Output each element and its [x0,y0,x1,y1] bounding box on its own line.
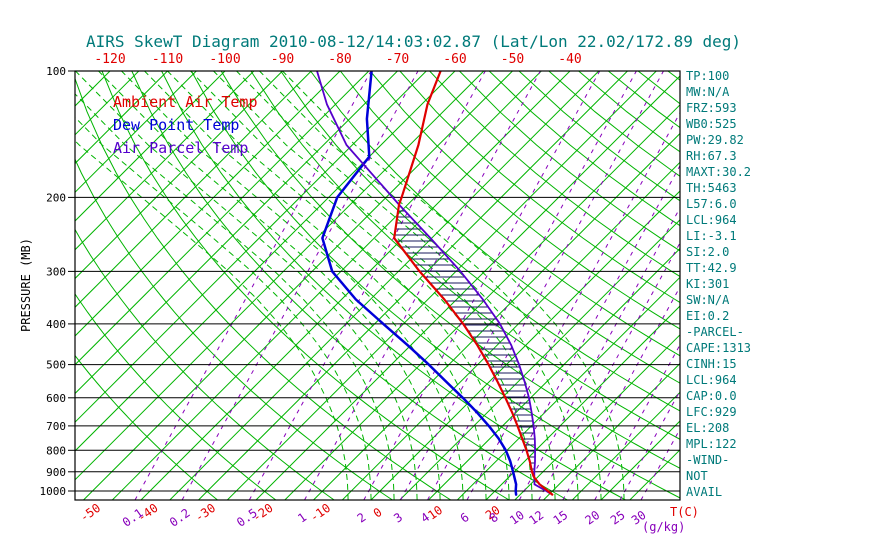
pressure-gridlines [75,71,680,492]
pressure-tick-marks [68,70,75,492]
panel-line: CAPE:1313 [686,341,751,355]
panel-line: EI:0.2 [686,309,729,323]
panel-line: KI:301 [686,277,729,291]
moist-adiabat-grid [75,71,625,500]
cape-hatch [394,210,536,470]
panel-line: SI:2.0 [686,245,729,259]
pressure-tick-label: 700 [46,420,66,433]
legend-item-0: Ambient Air Temp [113,93,258,111]
chart-title: AIRS SkewT Diagram 2010-08-12/14:03:02.8… [86,32,741,51]
panel-line: -WIND- [686,453,729,467]
panel-line: SW:N/A [686,293,730,307]
top-temp-tick-label: -120 [94,52,125,67]
panel-line: MPL:122 [686,437,737,451]
panel-line: LCL:964 [686,213,737,227]
bottom-temp-tick-label: 10 [425,503,445,523]
isotherm-grid [75,71,680,500]
dry-adiabat-grid [75,71,680,500]
legend-item-2: Air Parcel Temp [113,139,248,157]
bottom-temp-tick-label: -50 [77,501,103,525]
mixing-ratio-tick-label: 10 [507,508,527,528]
panel-line: LCL:964 [686,373,737,387]
top-temp-tick-label: -90 [271,52,294,67]
panel-line: TH:5463 [686,181,737,195]
ambient-temp-curve [393,71,554,496]
panel-line: MW:N/A [686,85,730,99]
panel-line: TT:42.9 [686,261,737,275]
panel-line: AVAIL [686,485,722,499]
top-temp-tick-label: -70 [386,52,409,67]
panel-line: CAP:0.0 [686,389,737,403]
panel-line: RH:67.3 [686,149,737,163]
pressure-tick-label: 500 [46,359,66,372]
pressure-tick-label: 400 [46,318,66,331]
mixing-unit-label: (g/kg) [642,520,685,534]
panel-line: LFC:929 [686,405,737,419]
panel-line: LI:-3.1 [686,229,737,243]
pressure-tick-label: 100 [46,65,66,78]
top-temp-tick-label: -100 [209,52,240,67]
bottom-temp-tick-label: -10 [307,501,333,525]
mixing-ratio-tick-label: 6 [458,510,472,526]
bottom-temp-tick-label: 20 [483,503,503,523]
mixing-ratio-tick-label: 30 [629,508,649,528]
panel-line: EL:208 [686,421,729,435]
panel-line: L57:6.0 [686,197,737,211]
plot-area [75,71,680,500]
bottom-temp-tick-label: 0 [371,505,385,521]
panel-line: FRZ:593 [686,101,737,115]
panel-line: WB0:525 [686,117,737,131]
dew-point-curve [321,71,518,496]
panel-line: -PARCEL- [686,325,744,339]
top-temp-tick-label: -50 [501,52,524,67]
pressure-axis-title: PRESSURE (MB) [19,238,33,332]
top-temp-tick-label: -40 [558,52,581,67]
mixing-ratio-tick-label: 20 [582,508,602,528]
pressure-tick-label: 900 [46,466,66,479]
mixing-ratio-tick-label: 25 [608,508,628,528]
panel-line: TP:100 [686,69,729,83]
panel-line: CINH:15 [686,357,737,371]
mixing-ratio-tick-label: 15 [551,508,571,528]
temp-unit-label: T(C) [670,505,699,519]
top-temp-tick-label: -110 [152,52,183,67]
mixing-ratio-tick-label: 12 [526,508,546,528]
pressure-tick-label: 800 [46,444,66,457]
mixing-ratio-grid [134,71,680,500]
pressure-tick-label: 600 [46,392,66,405]
top-temp-tick-label: -80 [328,52,351,67]
panel-line: MAXT:30.2 [686,165,751,179]
mixing-ratio-tick-label: 2 [355,510,369,526]
mixing-ratio-tick-label: 3 [391,510,405,526]
mixing-ratio-tick-label: 0.2 [167,506,193,530]
legend-item-1: Dew Point Temp [113,116,239,134]
panel-line: PW:29.82 [686,133,744,147]
plot-frame [74,70,681,501]
top-temp-tick-label: -60 [443,52,466,67]
panel-line: NOT [686,469,708,483]
pressure-tick-label: 1000 [40,485,67,498]
bottom-temp-tick-label: -30 [192,501,218,525]
pressure-tick-label: 300 [46,265,66,278]
pressure-tick-label: 200 [46,191,66,204]
